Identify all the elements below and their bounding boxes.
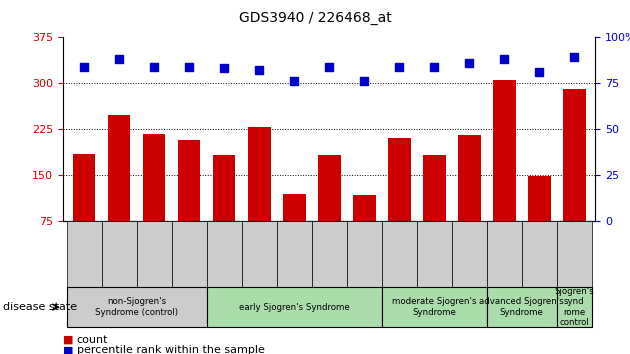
Text: advanced Sjogren's
Syndrome: advanced Sjogren's Syndrome: [479, 297, 564, 317]
Bar: [283, 194, 306, 267]
Point: [219, 65, 229, 71]
Bar: [213, 155, 236, 267]
Point: [499, 56, 509, 62]
Point: [570, 55, 580, 60]
Point: [464, 60, 474, 66]
Bar: [423, 155, 445, 267]
Bar: [248, 127, 270, 267]
Text: early Sjogren's Syndrome: early Sjogren's Syndrome: [239, 303, 350, 312]
Point: [254, 68, 264, 73]
Bar: [388, 138, 411, 267]
Point: [534, 69, 544, 75]
Text: Sjogren's
synd
rome
control: Sjogren's synd rome control: [554, 287, 594, 327]
Bar: [458, 135, 481, 267]
Text: disease state: disease state: [3, 302, 77, 312]
Text: moderate Sjogren's
Syndrome: moderate Sjogren's Syndrome: [392, 297, 476, 317]
Text: percentile rank within the sample: percentile rank within the sample: [77, 346, 265, 354]
Bar: [353, 195, 375, 267]
Bar: [563, 89, 586, 267]
Point: [289, 79, 299, 84]
Point: [429, 64, 439, 69]
Point: [324, 64, 334, 69]
Point: [359, 79, 369, 84]
Text: ■: ■: [63, 346, 74, 354]
Text: count: count: [77, 335, 108, 345]
Text: non-Sjogren's
Syndrome (control): non-Sjogren's Syndrome (control): [95, 297, 178, 317]
Point: [79, 64, 89, 69]
Bar: [108, 115, 130, 267]
Point: [149, 64, 159, 69]
Point: [114, 56, 124, 62]
Bar: [318, 155, 341, 267]
Bar: [72, 154, 95, 267]
Point: [394, 64, 404, 69]
Text: ■: ■: [63, 335, 74, 345]
Bar: [528, 176, 551, 267]
Text: GDS3940 / 226468_at: GDS3940 / 226468_at: [239, 11, 391, 25]
Bar: [178, 139, 200, 267]
Point: [184, 64, 194, 69]
Bar: [142, 133, 166, 267]
Bar: [493, 80, 516, 267]
